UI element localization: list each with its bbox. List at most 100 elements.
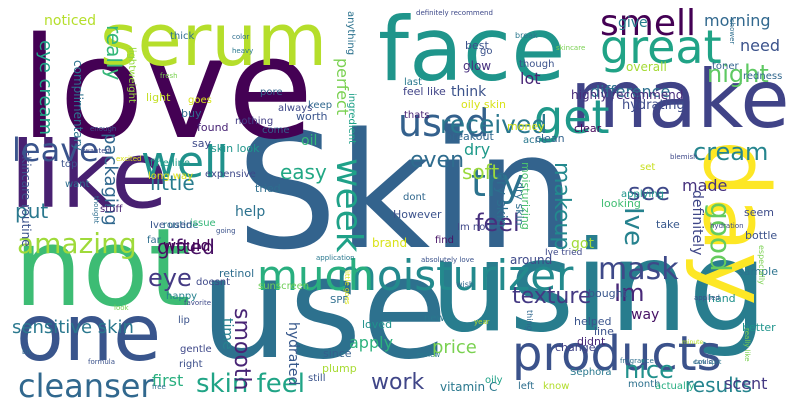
word-received: received (440, 110, 548, 139)
word-want: want (65, 179, 90, 190)
word-work: work (371, 370, 425, 395)
word-left: left (518, 381, 535, 392)
word-really-like: really like (743, 328, 751, 362)
word-gifted: gifted (157, 235, 215, 259)
word-really: really (102, 25, 126, 81)
word-complimentary: complimentary (71, 60, 85, 151)
word-look: look (114, 304, 129, 312)
word-overall: overall (626, 60, 667, 74)
word-fine-line: fine line (150, 158, 191, 169)
word-get: get (534, 90, 610, 144)
word-especially: especially (757, 245, 766, 285)
word-nice: nice (624, 356, 674, 384)
word-skincare-routine: skincare routine (19, 150, 33, 247)
word-oil: oil (301, 133, 318, 149)
word-used: used (398, 101, 490, 145)
word-since: since (323, 347, 352, 360)
word-like: like (10, 122, 168, 229)
word-toner: toner (712, 61, 739, 72)
word-actually: actually (655, 381, 695, 392)
word-hydrated: hydrated (285, 322, 301, 386)
word-little-goes: little goes (343, 270, 351, 305)
word-hydrating: hydrating (622, 98, 685, 113)
word-got: got (571, 236, 594, 252)
word-oily: oily (485, 375, 503, 386)
word-im-not: Im not (457, 222, 490, 233)
word-bit: bit (22, 348, 32, 356)
word-retinol: retinol (219, 267, 255, 280)
word-lightweight: lightweight (126, 47, 137, 103)
word-better: better (742, 321, 776, 334)
word-issue: issue (190, 218, 216, 229)
word-eye: eye (148, 264, 192, 292)
word-month: month (628, 379, 661, 390)
word-results: results (685, 373, 753, 397)
word-expensive: expensive (205, 169, 256, 180)
word-feel: feel (475, 209, 520, 237)
word-give: give (618, 15, 648, 31)
word-change: change (555, 341, 596, 354)
word-texture: texture (512, 284, 592, 309)
word-even: even (410, 148, 465, 173)
word-light: light (146, 91, 171, 104)
word-hand: hand (708, 292, 736, 305)
word-definitely-recommend: definitely recommend (416, 9, 493, 17)
word-new: new (424, 313, 445, 324)
word-bottle: bottle (745, 229, 778, 242)
word-think: think (451, 84, 487, 100)
word-im: Im (614, 279, 645, 307)
word-makeup: makeup (549, 162, 574, 251)
word-found: found (197, 121, 229, 134)
word-thick: thick (170, 31, 195, 42)
word-around: around (510, 253, 553, 267)
word-sephora: Sephora (570, 367, 612, 378)
word-minute: minute (682, 339, 704, 346)
word-vitamin-c: vitamin C (440, 380, 498, 394)
word-enough: enough (90, 125, 117, 133)
word-skin: Skin (236, 98, 577, 285)
word-one: one (16, 289, 162, 379)
word-use: use (200, 228, 448, 391)
word-thats: thats (404, 110, 430, 121)
word-night: night (707, 60, 769, 88)
word-dont: dont (403, 192, 426, 203)
word-however: However (393, 208, 442, 221)
word-applying: applying (621, 189, 664, 200)
word-difference: difference (590, 82, 671, 101)
word-gentle: gentle (180, 344, 212, 355)
word-see: see (628, 178, 671, 206)
word-spf: SPF (330, 295, 349, 306)
word-bought: bought (588, 287, 627, 300)
word-sample: sample (738, 265, 778, 278)
word-stuff: stuff (100, 204, 123, 215)
word-best: best (465, 39, 489, 52)
word-dry-skin: dry skin (493, 172, 509, 228)
word-well: well (141, 137, 229, 188)
word-first: first (152, 371, 184, 390)
word-lot: lot (520, 69, 541, 88)
word-lip: lip (178, 315, 190, 326)
word-take: take (656, 218, 680, 231)
word-find: find (435, 235, 454, 246)
word-little: little (150, 171, 195, 195)
word-soft: soft (462, 160, 500, 184)
word-week: week (328, 158, 369, 253)
word-worth: worth (296, 110, 328, 123)
word-looking: looking (601, 197, 641, 210)
word-scent: scent (724, 374, 768, 393)
word-not: not (14, 206, 191, 331)
word-absolutely-love: absolutely love (421, 256, 475, 264)
word-help: help (235, 204, 266, 220)
word-smell: smell (600, 3, 696, 44)
word-noticed: noticed (44, 13, 97, 29)
word-formula: formula (88, 358, 115, 366)
word-say: say (192, 137, 211, 150)
word-good: good (704, 202, 737, 272)
word-far: far (147, 235, 161, 246)
word-routine: routine (163, 220, 199, 231)
word-break: break (515, 31, 538, 40)
word-applied: applied (694, 294, 720, 302)
word-hydration: hydration (710, 222, 744, 230)
word-time: time (219, 318, 235, 350)
